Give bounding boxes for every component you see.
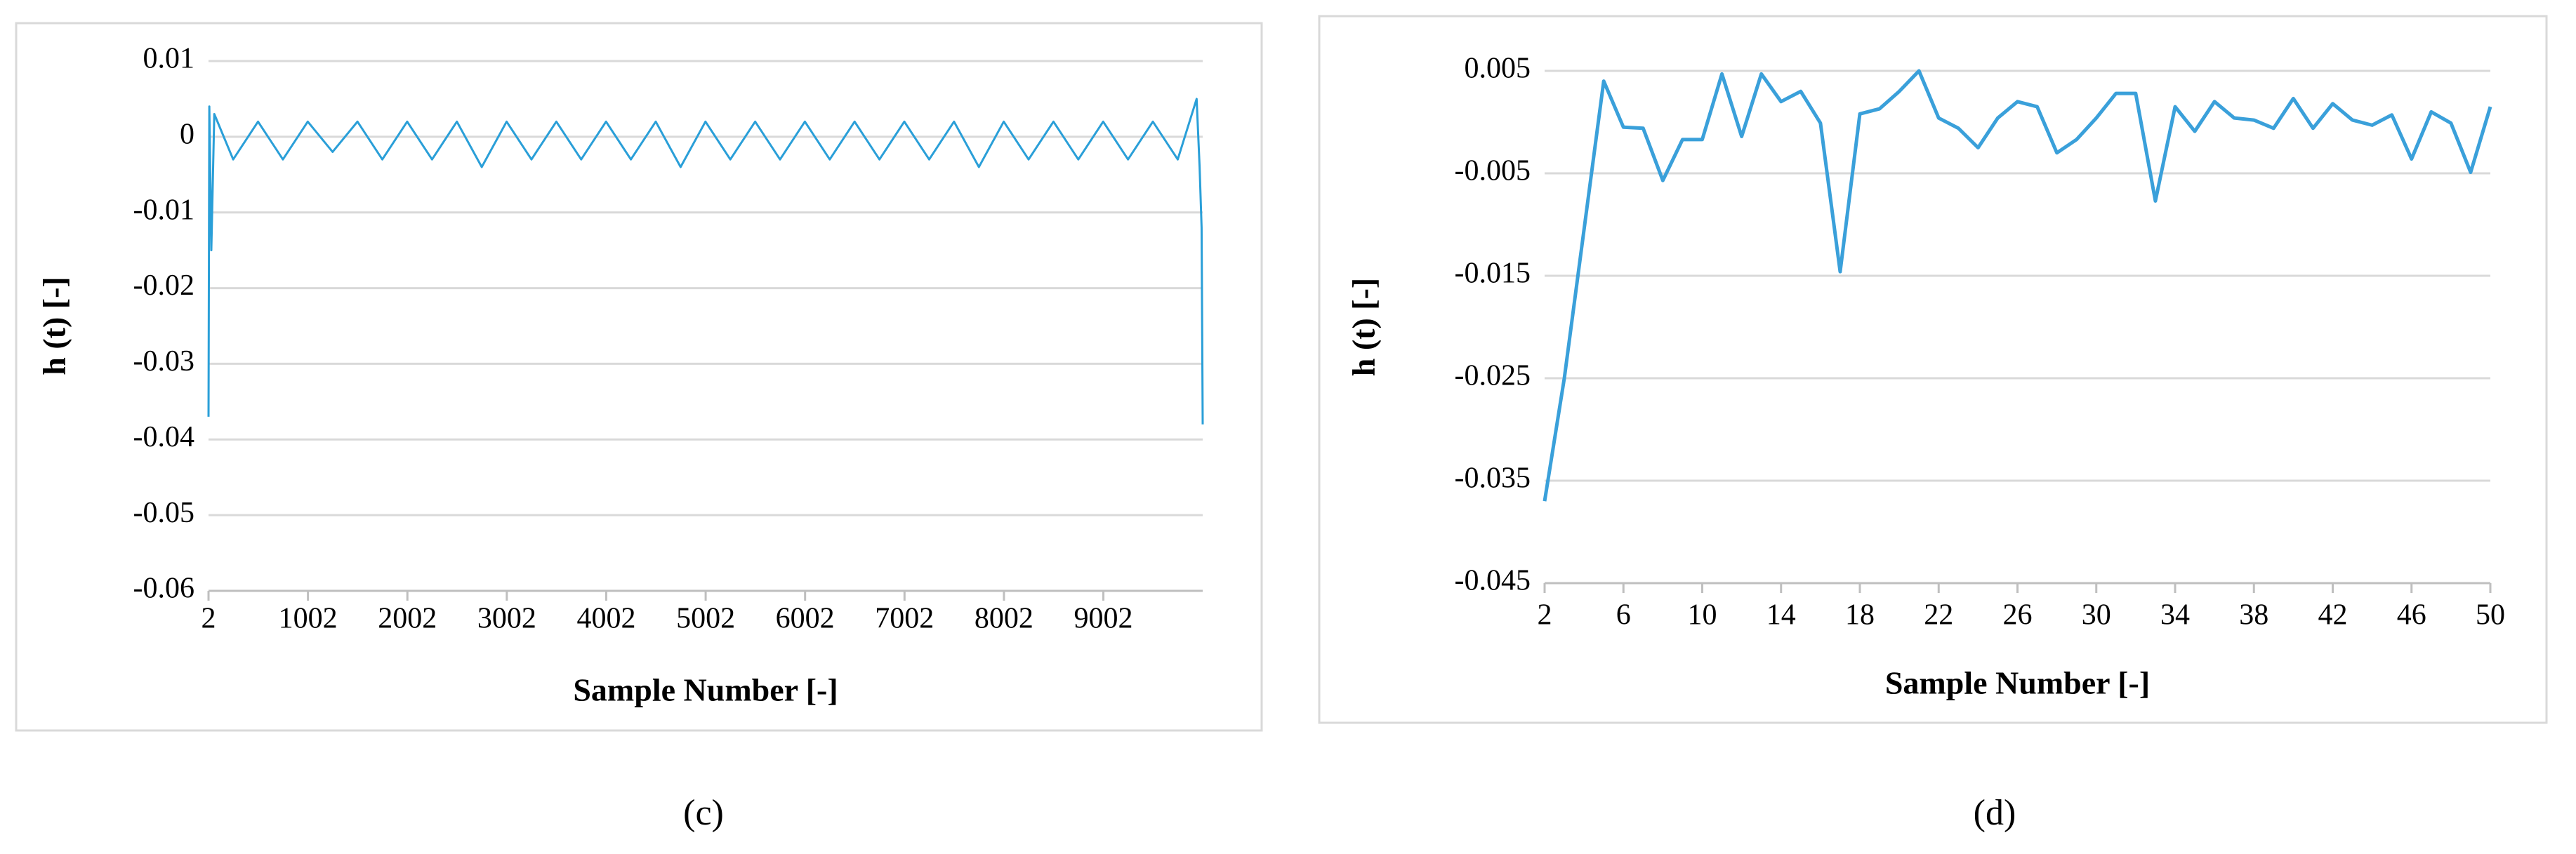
- y-tick-label: -0.02: [133, 269, 195, 302]
- x-axis-title: Sample Number [-]: [573, 672, 838, 708]
- x-tick-label: 46: [2397, 599, 2426, 632]
- x-tick-label: 7002: [875, 603, 934, 635]
- y-tick-label: 0: [180, 118, 194, 150]
- y-tick-label: -0.01: [133, 194, 195, 226]
- x-tick-label: 8002: [975, 603, 1033, 635]
- y-tick-label: -0.04: [133, 421, 195, 453]
- x-tick-label: 6002: [776, 603, 835, 635]
- caption: (c): [683, 793, 724, 833]
- x-tick-label: 10: [1688, 599, 1717, 632]
- x-tick-label: 14: [1766, 599, 1796, 632]
- y-tick-label: -0.06: [133, 573, 195, 605]
- x-tick-label: 2002: [378, 603, 437, 635]
- y-tick-label: 0.01: [143, 43, 195, 75]
- x-tick-label: 4002: [576, 603, 635, 635]
- data-line: [1543, 69, 2492, 502]
- x-tick-label: 18: [1845, 599, 1875, 632]
- x-tick-label: 5002: [676, 603, 735, 635]
- x-tick-label: 30: [2082, 599, 2111, 632]
- y-tick-label: -0.045: [1455, 565, 1531, 597]
- chart-frame: [15, 22, 1263, 732]
- y-tick-label: -0.015: [1455, 258, 1531, 290]
- x-tick-label: 1002: [279, 603, 338, 635]
- x-tick-label: 6: [1616, 599, 1631, 632]
- data-line: [207, 98, 1204, 425]
- x-tick-label: 3002: [477, 603, 536, 635]
- y-axis-title: h (t) [-]: [37, 276, 72, 375]
- caption: (d): [1974, 793, 2016, 833]
- y-tick-label: -0.035: [1455, 462, 1531, 495]
- y-axis-title: h (t) [-]: [1346, 278, 1382, 377]
- y-tick-label: -0.005: [1455, 155, 1531, 187]
- x-tick-label: 26: [2003, 599, 2033, 632]
- x-tick-label: 22: [1924, 599, 1953, 632]
- x-tick-label: 38: [2239, 599, 2268, 632]
- y-tick-label: -0.025: [1455, 360, 1531, 392]
- x-axis-title: Sample Number [-]: [1885, 665, 2150, 701]
- x-tick-label: 2: [1538, 599, 1552, 632]
- x-tick-label: 2: [202, 603, 216, 635]
- y-tick-label: 0.005: [1465, 53, 1531, 85]
- chart-frame: [1318, 15, 2548, 724]
- y-tick-label: -0.03: [133, 345, 195, 378]
- x-tick-label: 50: [2476, 599, 2505, 632]
- x-tick-label: 34: [2160, 599, 2190, 632]
- x-tick-label: 9002: [1074, 603, 1133, 635]
- x-tick-label: 42: [2318, 599, 2348, 632]
- y-tick-label: -0.05: [133, 497, 195, 529]
